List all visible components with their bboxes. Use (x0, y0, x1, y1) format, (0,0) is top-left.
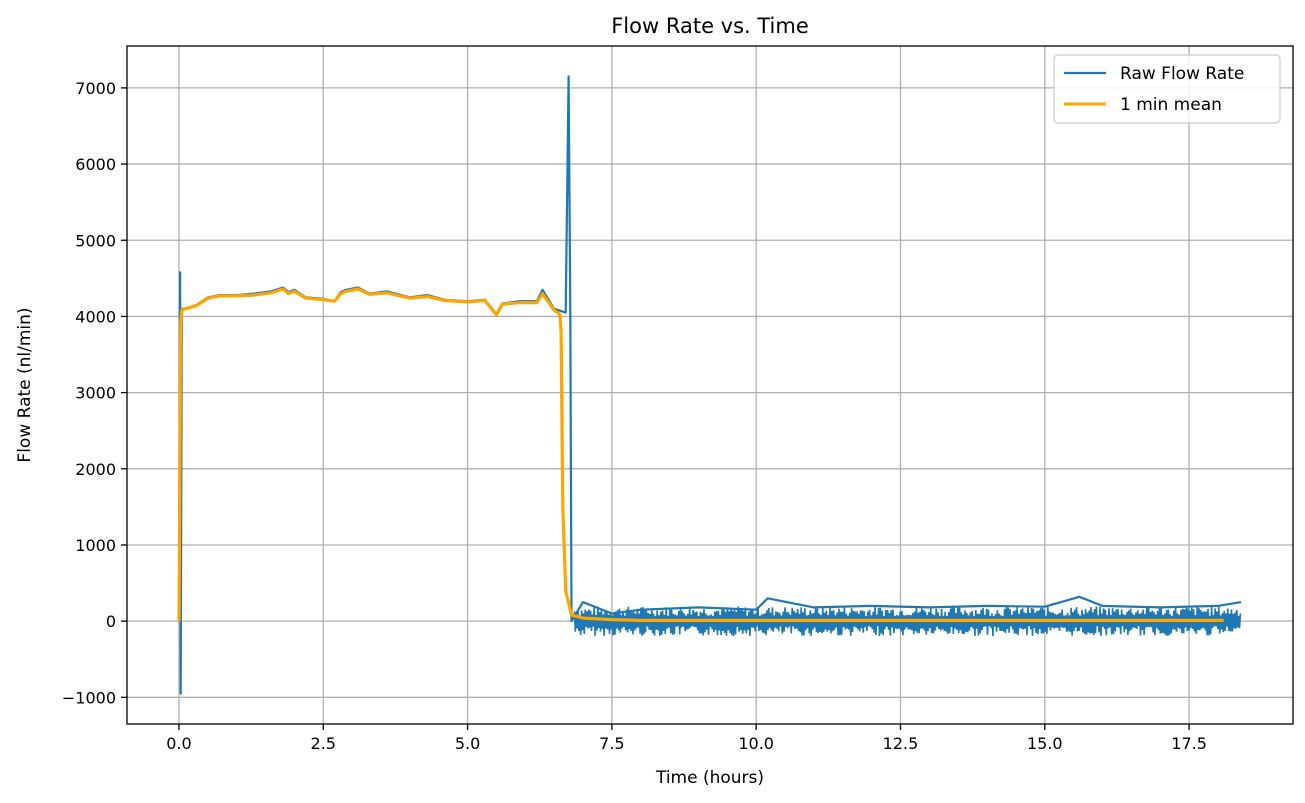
y-axis-label: Flow Rate (nl/min) (15, 307, 35, 462)
y-tick-label: 0 (106, 612, 116, 631)
y-tick-label: 7000 (75, 79, 116, 98)
x-axis-ticks: 0.0 2.5 5.0 7.5 10.0 12.5 15.0 17.5 (166, 724, 1207, 753)
legend-box (1053, 54, 1281, 124)
x-tick-label: 15.0 (1027, 734, 1063, 753)
chart-title: Flow Rate vs. Time (611, 14, 809, 38)
plot-frame (126, 45, 1294, 725)
y-tick-label: 1000 (75, 536, 116, 555)
y-tick-label: 5000 (75, 231, 116, 250)
legend: Raw Flow Rate 1 min mean (1053, 54, 1281, 124)
x-tick-label: 2.5 (311, 734, 336, 753)
series-group (177, 75, 1242, 695)
y-tick-label: −1000 (62, 688, 116, 707)
x-tick-label: 10.0 (738, 734, 774, 753)
legend-label-raw-flow-rate: Raw Flow Rate (1120, 64, 1244, 84)
y-tick-label: 2000 (75, 460, 116, 479)
x-tick-label: 0.0 (166, 734, 191, 753)
x-tick-label: 17.5 (1171, 734, 1207, 753)
x-tick-label: 7.5 (599, 734, 624, 753)
x-tick-label: 5.0 (455, 734, 480, 753)
series-noise-raw-flow-rate (573, 606, 1242, 637)
series-line-1-min-mean (177, 287, 1224, 622)
x-axis-label: Time (hours) (655, 768, 764, 788)
y-tick-label: 4000 (75, 307, 116, 326)
y-axis-ticks: −1000 0 1000 2000 3000 4000 5000 6000 7000 (62, 79, 127, 707)
legend-label-1-min-mean: 1 min mean (1120, 95, 1222, 115)
y-tick-label: 3000 (75, 384, 116, 403)
x-tick-label: 12.5 (883, 734, 919, 753)
y-tick-label: 6000 (75, 155, 116, 174)
